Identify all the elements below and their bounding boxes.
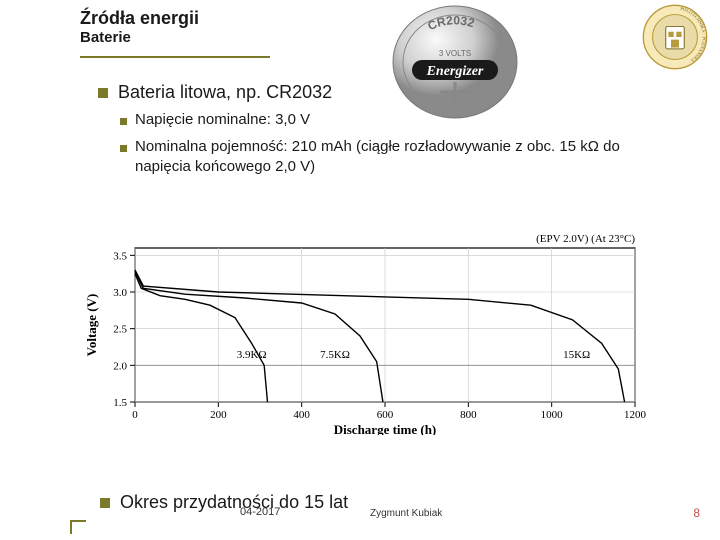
- bullet-icon: [120, 145, 127, 152]
- footer-bullet-text: Okres przydatności do 15 lat: [120, 490, 348, 514]
- svg-text:2.5: 2.5: [113, 324, 127, 336]
- svg-text:400: 400: [293, 409, 310, 421]
- corner-decor: [70, 520, 86, 522]
- page-subtitle: Baterie: [80, 29, 199, 46]
- bullet-sub1-text: Napięcie nominalne: 3,0 V: [135, 110, 310, 130]
- svg-text:600: 600: [377, 409, 394, 421]
- title-underline: [80, 56, 270, 58]
- header-block: Źródła energii Baterie: [80, 8, 199, 46]
- svg-text:Discharge time (h): Discharge time (h): [334, 422, 437, 435]
- svg-text:3.0: 3.0: [113, 287, 127, 299]
- bullet-main-text: Bateria litowa, np. CR2032: [118, 80, 332, 104]
- footer-date: 04-2017: [240, 506, 280, 518]
- bullet-sub1-row: Napięcie nominalne: 3,0 V: [120, 110, 658, 130]
- bullet-icon: [120, 118, 127, 125]
- bullet-icon: [100, 498, 110, 508]
- university-logo: POLITECHNIKA · POZNAŃSKA ·: [642, 4, 708, 70]
- svg-text:(EPV 2.0V) (At 23°C): (EPV 2.0V) (At 23°C): [536, 233, 635, 245]
- svg-text:15KΩ: 15KΩ: [563, 349, 590, 361]
- page-number: 8: [693, 506, 700, 520]
- svg-text:1.5: 1.5: [113, 397, 127, 409]
- discharge-chart: (EPV 2.0V) (At 23°C) 0 200 400 600 800 1000 120…: [80, 230, 650, 435]
- svg-text:3.5: 3.5: [113, 250, 127, 262]
- svg-text:Voltage (V): Voltage (V): [84, 294, 99, 357]
- svg-text:200: 200: [210, 409, 227, 421]
- footer-author: Zygmunt Kubiak: [370, 508, 442, 519]
- page-title: Źródła energii: [80, 8, 199, 29]
- corner-decor: [70, 520, 72, 534]
- battery-brand: Energizer: [426, 64, 484, 79]
- bullet-icon: [98, 88, 108, 98]
- svg-text:1200: 1200: [624, 409, 647, 421]
- svg-text:0: 0: [132, 409, 138, 421]
- bullet-sub2-row: Nominalna pojemność: 210 mAh (ciągłe roz…: [120, 137, 658, 178]
- svg-text:2.0: 2.0: [113, 360, 127, 372]
- content-block: Bateria litowa, np. CR2032 Napięcie nomi…: [98, 80, 658, 183]
- footer-bullet-row: Okres przydatności do 15 lat: [100, 490, 620, 520]
- svg-text:7.5KΩ: 7.5KΩ: [320, 349, 350, 361]
- svg-text:800: 800: [460, 409, 477, 421]
- svg-text:1000: 1000: [541, 409, 564, 421]
- svg-text:3.9KΩ: 3.9KΩ: [237, 349, 267, 361]
- battery-voltage: 3 VOLTS: [439, 49, 471, 58]
- bullet-main-row: Bateria litowa, np. CR2032: [98, 80, 658, 104]
- bullet-sub2-text: Nominalna pojemność: 210 mAh (ciągłe roz…: [135, 137, 658, 178]
